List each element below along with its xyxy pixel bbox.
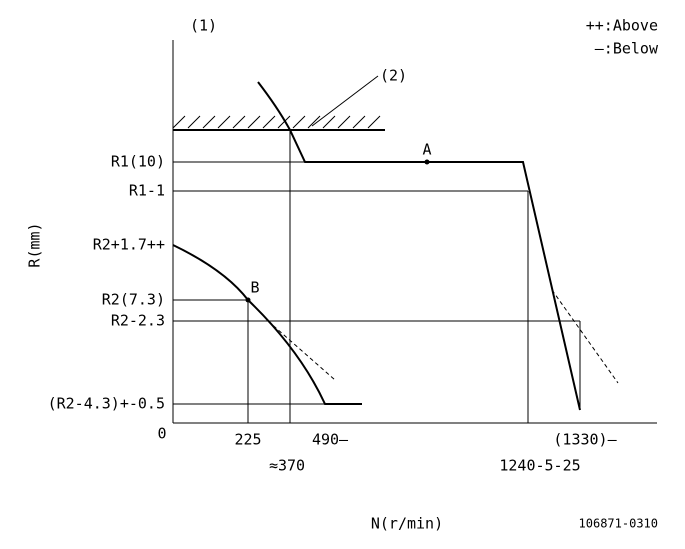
callout-leader	[311, 75, 379, 127]
stop-hatch	[172, 115, 385, 131]
x-label: ≈370	[269, 457, 305, 475]
dashed-line	[267, 320, 336, 381]
y-label: R1-1	[129, 182, 165, 200]
legend-below: —:Below	[595, 40, 659, 58]
x-label: (1330)—	[553, 431, 617, 449]
reference-lines	[173, 130, 581, 423]
x-label: 490—	[312, 431, 349, 449]
x-label: 1240-5-25	[499, 457, 580, 475]
figure-label: (1)	[190, 17, 217, 35]
x-axis-title: N(r/min)	[371, 515, 443, 533]
y-label: R2(7.3)	[102, 291, 165, 309]
legend-above: ++:Above	[586, 17, 658, 35]
dashed-line	[551, 289, 619, 384]
y-label: (R2-4.3)+-0.5	[48, 395, 165, 413]
y-label: R2+1.7++	[93, 236, 165, 254]
point-label: A	[422, 141, 431, 159]
point-a	[424, 159, 430, 165]
point-b	[245, 297, 251, 303]
lower-curve	[172, 244, 362, 405]
upper-curve	[257, 81, 581, 411]
y-label: R1(10)	[111, 153, 165, 171]
callout: (2)	[380, 67, 407, 85]
y-axis-title: R(mm)	[26, 222, 44, 267]
x-label: 225	[234, 431, 261, 449]
point-label: B	[250, 279, 259, 297]
y-label: R2-2.3	[111, 312, 165, 330]
y-label: 0	[157, 425, 166, 443]
drawing-code: 106871-0310	[579, 517, 658, 531]
